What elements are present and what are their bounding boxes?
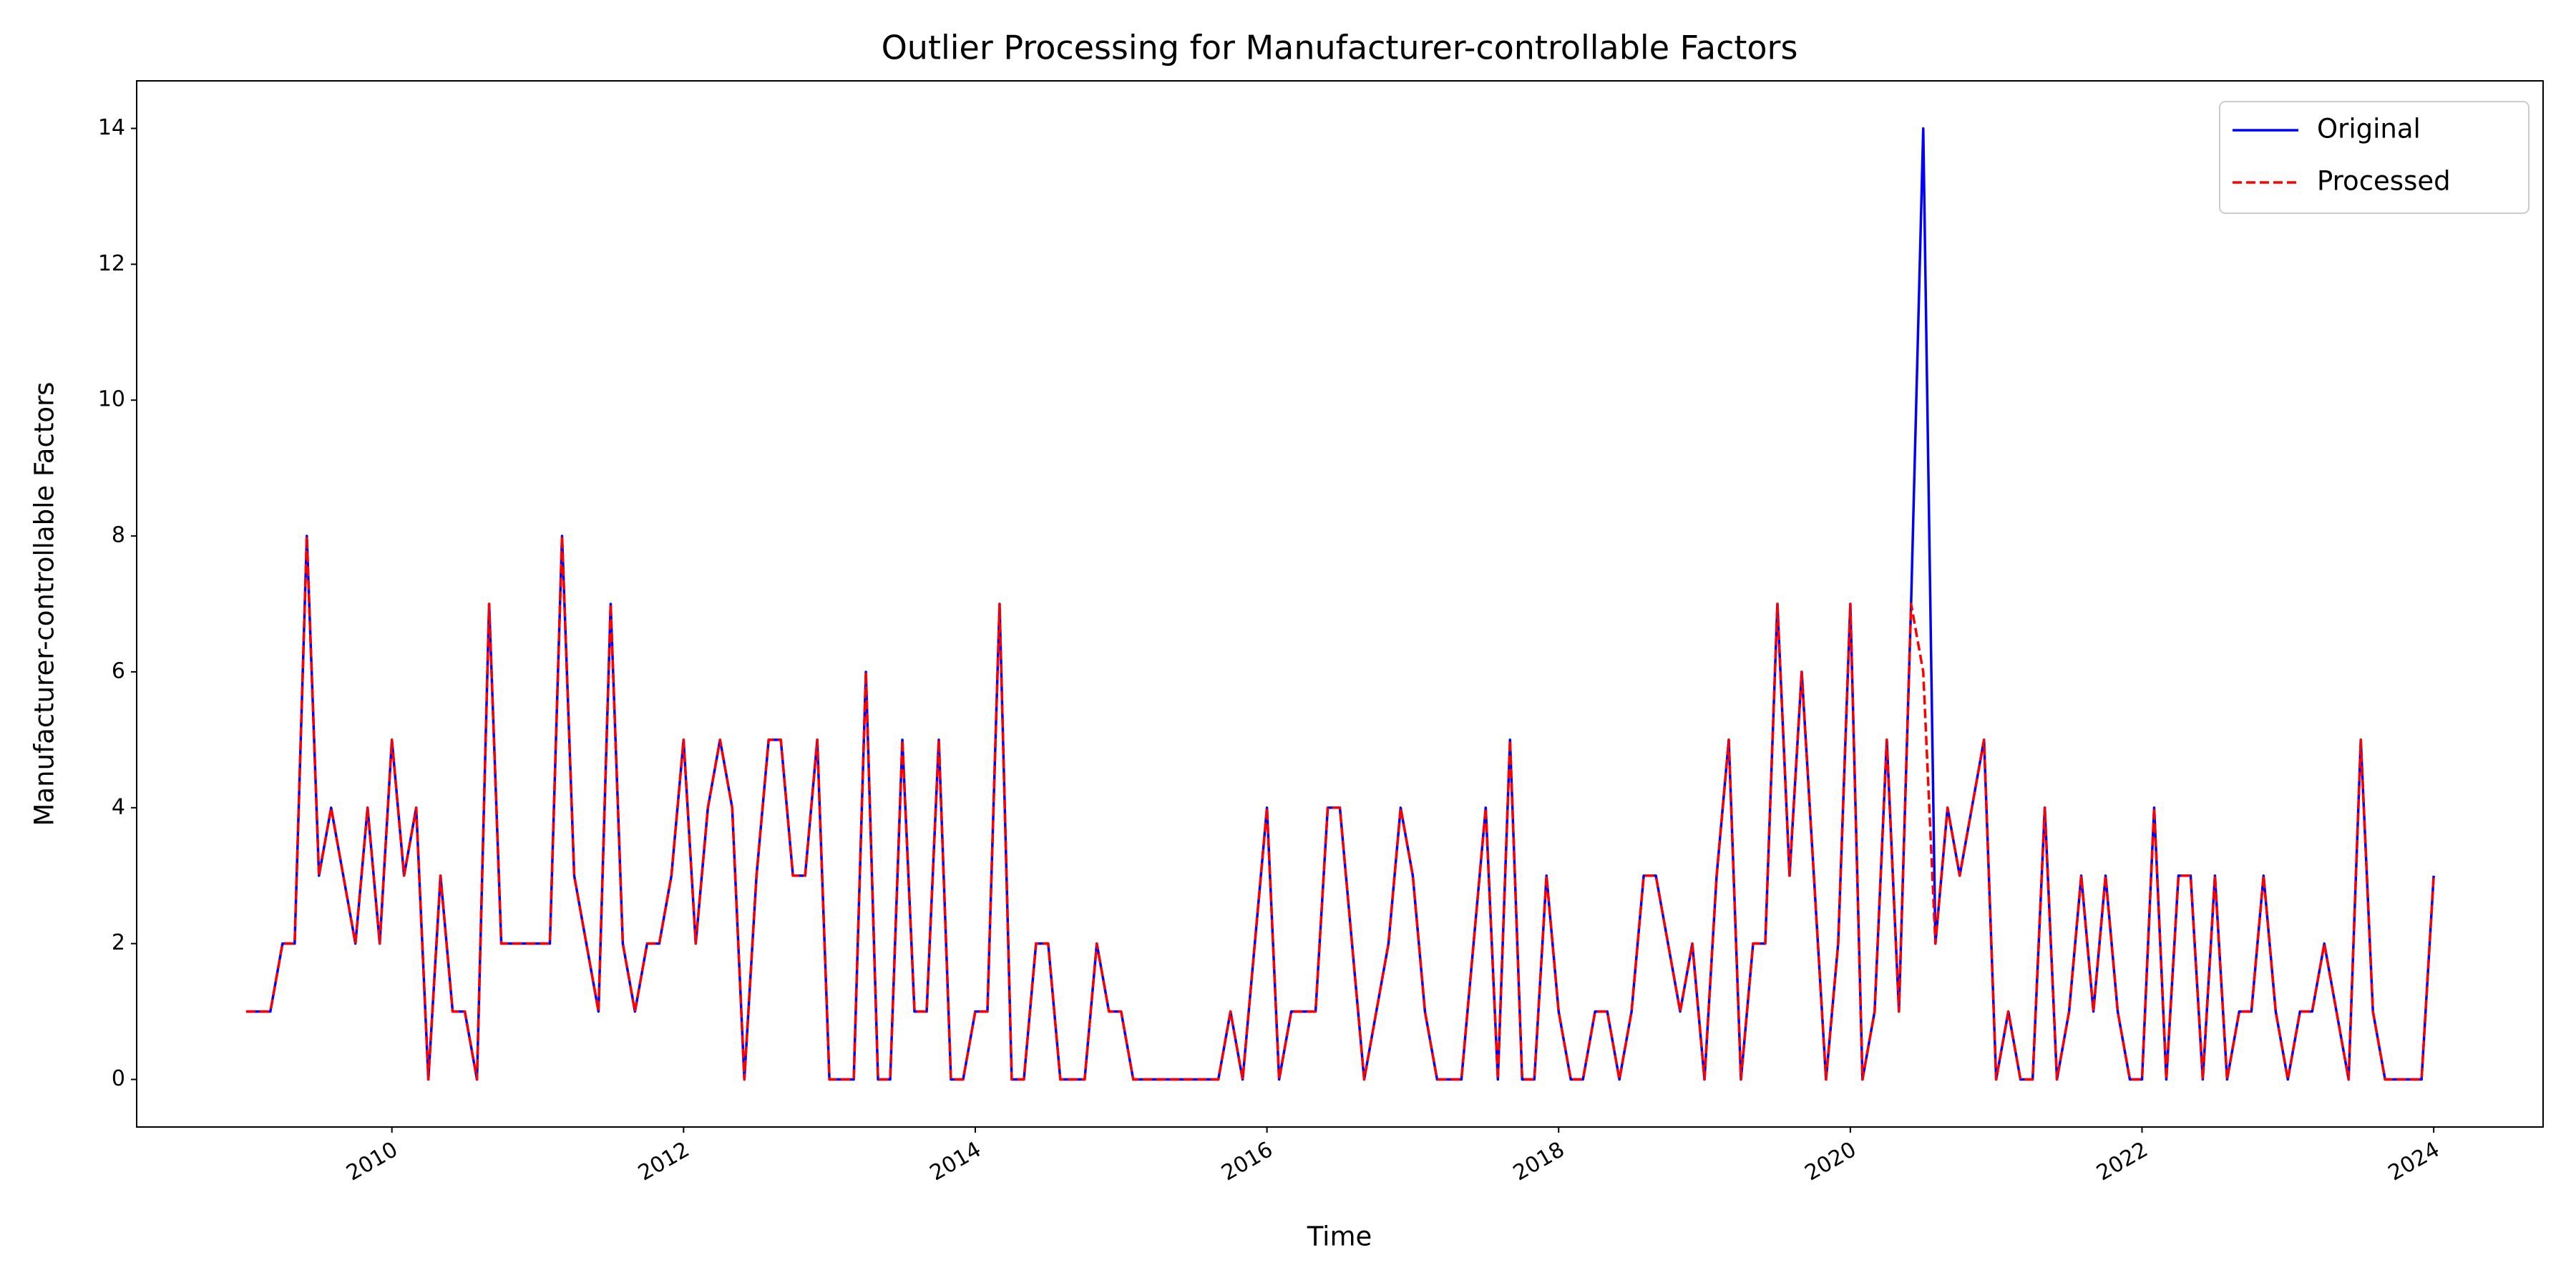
y-tick-label: 0 [112,1066,125,1091]
y-tick-label: 14 [98,115,125,140]
y-tick-label: 10 [98,387,125,412]
y-tick-label: 2 [112,930,125,955]
data-line [245,535,2435,1081]
legend-label: Original [2317,114,2421,145]
y-tick-label: 4 [112,794,125,819]
plot-frame [136,80,2544,1128]
y-tick-label: 6 [112,658,125,683]
y-tick-label: 8 [112,523,125,548]
x-axis-label: Time [1307,1221,1372,1252]
y-axis-label: Manufacturer-controllable Factors [29,382,60,826]
chart-title: Outlier Processing for Manufacturer-cont… [882,29,1798,67]
y-tick-label: 12 [98,251,125,276]
legend-label: Processed [2317,166,2451,197]
